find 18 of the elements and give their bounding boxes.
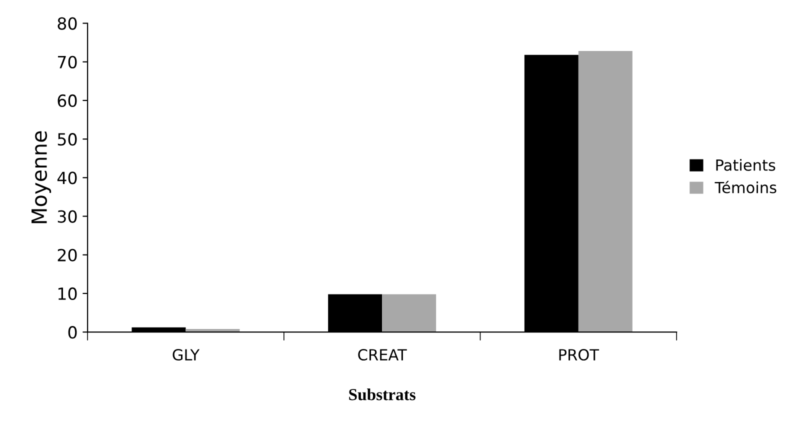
y-tick-label: 0 (68, 326, 77, 339)
bar (578, 51, 632, 332)
y-tick-label: 10 (58, 287, 77, 300)
y-tick-label: 50 (58, 133, 77, 146)
y-tick-label: 20 (58, 248, 77, 262)
x-tick-label: GLY (172, 348, 200, 361)
x-tick-label: CREAT (358, 348, 407, 361)
legend-label: Patients (716, 159, 776, 171)
y-tick-label: 70 (58, 56, 77, 68)
bar (382, 294, 436, 332)
x-axis-title: Substrats (349, 388, 416, 400)
y-tick-label: 40 (57, 172, 77, 184)
y-tick-label: 30 (58, 210, 77, 223)
x-tick-label: PROT (559, 348, 600, 361)
y-tick-label: 80 (58, 17, 77, 30)
y-tick-label: 60 (58, 94, 77, 108)
legend-label: Témoins (714, 180, 776, 194)
y-axis-title: Moyenne (32, 131, 52, 224)
